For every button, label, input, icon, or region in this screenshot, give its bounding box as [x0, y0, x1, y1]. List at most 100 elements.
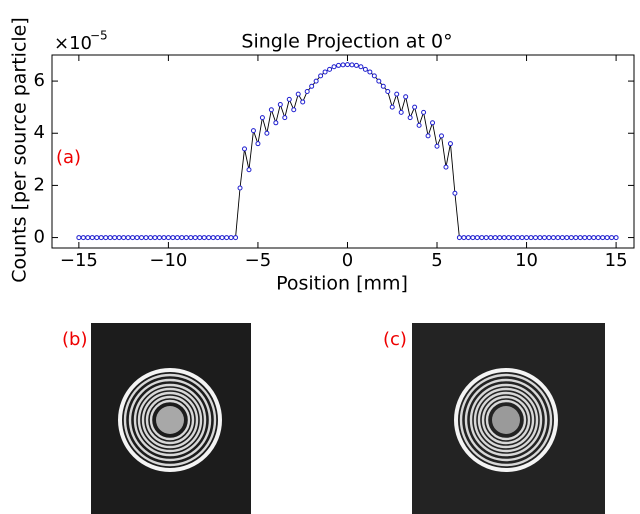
chart-title: Single Projection at 0° — [241, 31, 452, 53]
data-point — [174, 235, 180, 241]
data-point — [524, 235, 530, 241]
y-tick-label: 4 — [34, 122, 45, 143]
y-tick-label: 6 — [34, 70, 45, 91]
data-point — [219, 235, 225, 241]
data-point — [506, 235, 512, 241]
x-tick-label: 10 — [515, 250, 538, 271]
data-point — [197, 235, 203, 241]
data-point — [541, 235, 547, 241]
data-point — [385, 89, 391, 95]
data-point — [344, 62, 350, 68]
data-point — [259, 115, 265, 121]
data-point — [165, 235, 171, 241]
data-point — [246, 167, 252, 173]
data-point — [447, 141, 453, 147]
data-point — [94, 235, 100, 241]
data-point — [242, 146, 248, 152]
x-tick-label: 0 — [342, 250, 353, 271]
data-point — [273, 120, 279, 126]
data-point — [291, 107, 297, 113]
y-tick-label: 0 — [34, 227, 45, 248]
data-point — [425, 133, 431, 139]
data-point — [474, 235, 480, 241]
data-point — [461, 235, 467, 241]
data-point — [134, 235, 140, 241]
data-point — [559, 235, 565, 241]
x-tick-label: −15 — [60, 250, 98, 271]
data-point — [121, 235, 127, 241]
data-point — [591, 235, 597, 241]
data-point — [470, 235, 476, 241]
data-point — [501, 235, 507, 241]
x-tick-label: −10 — [149, 250, 187, 271]
y-scale-base: ×10 — [54, 33, 92, 54]
ring — [485, 399, 527, 441]
data-point — [304, 89, 310, 95]
ring — [481, 395, 531, 445]
data-point — [89, 235, 95, 241]
data-point — [152, 235, 158, 241]
data-point — [430, 120, 436, 126]
x-tick-label: 5 — [431, 250, 442, 271]
data-point — [550, 235, 556, 241]
data-point — [358, 64, 364, 70]
data-point — [318, 73, 324, 79]
data-point — [233, 235, 239, 241]
data-point — [322, 69, 328, 75]
data-point — [309, 83, 315, 89]
data-point — [376, 78, 382, 84]
data-point — [156, 235, 162, 241]
data-point — [609, 235, 615, 241]
data-point — [139, 235, 145, 241]
panel-label: (c) — [383, 329, 407, 350]
data-point — [76, 235, 82, 241]
ring — [149, 399, 191, 441]
data-point — [416, 122, 422, 128]
data-point — [456, 235, 462, 241]
x-axis-label: Position [mm] — [276, 273, 408, 295]
data-point — [421, 109, 427, 115]
data-point — [250, 128, 256, 134]
data-point — [573, 235, 579, 241]
data-point — [295, 91, 301, 97]
data-point — [300, 99, 306, 105]
ring — [128, 378, 212, 462]
x-tick-label: 15 — [605, 250, 628, 271]
data-point — [107, 235, 113, 241]
data-point — [403, 94, 409, 100]
data-point — [179, 235, 185, 241]
data-point — [479, 235, 485, 241]
data-line — [78, 64, 617, 239]
ring — [141, 391, 199, 449]
data-point — [398, 109, 404, 115]
data-point — [604, 235, 610, 241]
data-point — [161, 235, 167, 241]
data-point — [349, 62, 355, 68]
data-point — [103, 235, 109, 241]
image-b — [91, 323, 251, 514]
data-point — [112, 235, 118, 241]
data-point — [492, 235, 498, 241]
data-point — [515, 235, 521, 241]
data-point — [546, 235, 552, 241]
data-point — [528, 235, 534, 241]
image-c — [412, 323, 605, 514]
data-point — [143, 235, 149, 241]
y-tick-label: 2 — [34, 174, 45, 195]
data-point — [331, 64, 337, 70]
ring — [133, 383, 207, 457]
data-point — [206, 235, 212, 241]
data-point — [215, 235, 221, 241]
data-point — [268, 107, 274, 113]
data-point — [519, 235, 525, 241]
data-point — [85, 235, 91, 241]
ring — [123, 373, 217, 467]
data-point — [327, 66, 333, 72]
data-point — [277, 102, 283, 108]
ring — [469, 383, 543, 457]
data-point — [595, 235, 601, 241]
data-point — [188, 235, 194, 241]
data-point — [228, 235, 234, 241]
data-point — [488, 235, 494, 241]
